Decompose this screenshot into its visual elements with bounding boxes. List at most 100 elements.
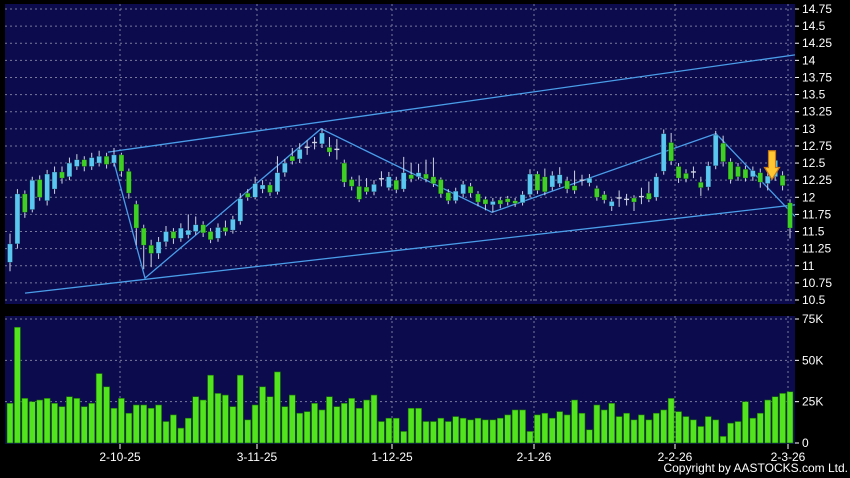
up-candle <box>556 174 563 184</box>
volume-bar <box>563 414 571 444</box>
price-axis-label: 11.75 <box>802 207 831 221</box>
volume-bar <box>311 403 318 444</box>
volume-bar <box>437 417 445 444</box>
volume-bar <box>28 401 36 444</box>
down-candle <box>534 173 541 191</box>
down-candle <box>720 142 726 162</box>
volume-bar <box>482 419 489 444</box>
volume-bar <box>638 414 645 444</box>
price-axis-label: 12 <box>802 190 816 204</box>
volume-bar <box>222 394 229 444</box>
price-axis-label: 12.25 <box>802 173 832 187</box>
volume-bar <box>652 412 660 444</box>
up-candle <box>400 172 407 190</box>
volume-bar <box>170 414 177 444</box>
date-axis-label: 2-10-25 <box>99 450 141 464</box>
volume-bar <box>303 411 311 444</box>
up-candle <box>185 229 192 236</box>
volume-bar <box>236 374 244 444</box>
down-candle <box>742 168 749 179</box>
up-candle <box>705 165 712 188</box>
up-candle <box>386 176 392 189</box>
volume-axis-label: 0 <box>802 436 809 450</box>
volume-bar <box>370 394 378 444</box>
price-axis-label: 13 <box>802 122 816 136</box>
volume-bar <box>21 398 29 444</box>
up-candle <box>230 218 236 231</box>
down-candle <box>631 197 637 203</box>
volume-bar <box>192 396 200 444</box>
volume-bar <box>682 416 690 444</box>
volume-bar <box>697 426 705 444</box>
down-candle <box>430 176 437 184</box>
up-candle <box>29 179 36 210</box>
up-candle <box>215 227 221 239</box>
down-candle <box>22 193 28 213</box>
down-candle <box>393 179 400 191</box>
price-axis-label: 13.75 <box>802 70 832 84</box>
volume-bar <box>578 412 586 444</box>
volume-bar <box>207 374 214 444</box>
down-candle <box>408 174 414 180</box>
volume-bar <box>199 399 207 444</box>
copyright-text: Copyright by AASTOCKS.com Ltd. <box>663 461 848 475</box>
volume-bar <box>548 417 556 444</box>
up-candle <box>274 172 281 193</box>
volume-bar <box>73 398 81 444</box>
price-pane[interactable] <box>5 4 795 304</box>
volume-bar <box>103 386 110 444</box>
date-axis-label: 2-2-26 <box>658 450 693 464</box>
down-candle <box>475 193 481 203</box>
down-candle <box>668 142 674 162</box>
up-candle <box>237 198 244 222</box>
price-axis-label: 13.5 <box>802 88 826 102</box>
volume-bar <box>534 414 541 444</box>
up-candle <box>519 194 526 204</box>
volume-bar <box>392 417 400 444</box>
volume-axis-label: 50K <box>802 353 823 367</box>
volume-bar <box>348 398 356 444</box>
up-candle <box>460 183 466 195</box>
volume-bar <box>712 419 720 444</box>
up-candle <box>608 201 615 207</box>
volume-bar <box>526 431 534 444</box>
down-candle <box>341 162 348 183</box>
up-candle <box>653 176 660 198</box>
volume-bar <box>771 396 779 444</box>
volume-bar <box>734 421 742 444</box>
down-candle <box>423 173 429 180</box>
volume-bar <box>704 416 712 444</box>
price-axis-label: 11.5 <box>802 225 825 239</box>
price-axis-label: 11 <box>802 259 815 273</box>
volume-bar <box>95 373 103 444</box>
volume-bar <box>378 421 385 444</box>
up-candle <box>88 157 95 167</box>
down-candle <box>594 188 600 198</box>
volume-bar <box>259 386 266 444</box>
up-candle <box>178 227 184 239</box>
zigzag-swing-line <box>111 128 796 280</box>
price-axis-label: 12.75 <box>802 139 832 153</box>
date-axis-label: 1-12-25 <box>371 450 413 464</box>
price-axis-label: 14.25 <box>802 36 832 50</box>
volume-bar <box>296 412 304 444</box>
up-candle <box>282 162 288 173</box>
up-candle <box>490 201 496 206</box>
volume-bar <box>400 431 408 444</box>
volume-bar <box>407 407 415 444</box>
volume-bar <box>556 411 564 444</box>
up-candle <box>259 184 266 190</box>
volume-bar <box>630 419 638 444</box>
volume-bar <box>385 417 393 444</box>
volume-bar <box>660 409 668 444</box>
volume-bar <box>355 407 363 444</box>
volume-bar <box>452 416 460 444</box>
volume-bar <box>184 417 192 444</box>
volume-bar <box>645 419 653 444</box>
up-candle <box>527 173 533 195</box>
up-candle <box>371 183 377 193</box>
volume-bar <box>467 419 474 444</box>
down-candle <box>445 192 452 202</box>
channel-lower-trendline <box>24 204 796 294</box>
